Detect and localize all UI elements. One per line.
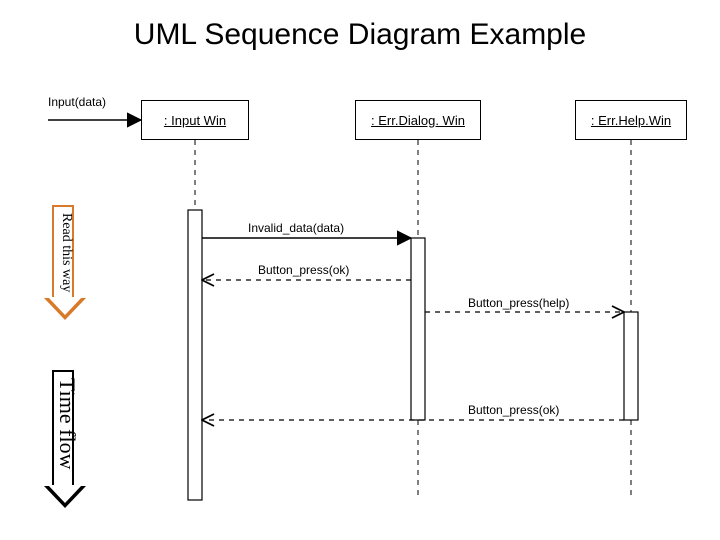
activation-input-win: [188, 210, 202, 500]
activation-err-dialog-win: [411, 238, 425, 420]
activation-err-help-win: [624, 312, 638, 420]
sequence-diagram-svg: [0, 0, 720, 540]
